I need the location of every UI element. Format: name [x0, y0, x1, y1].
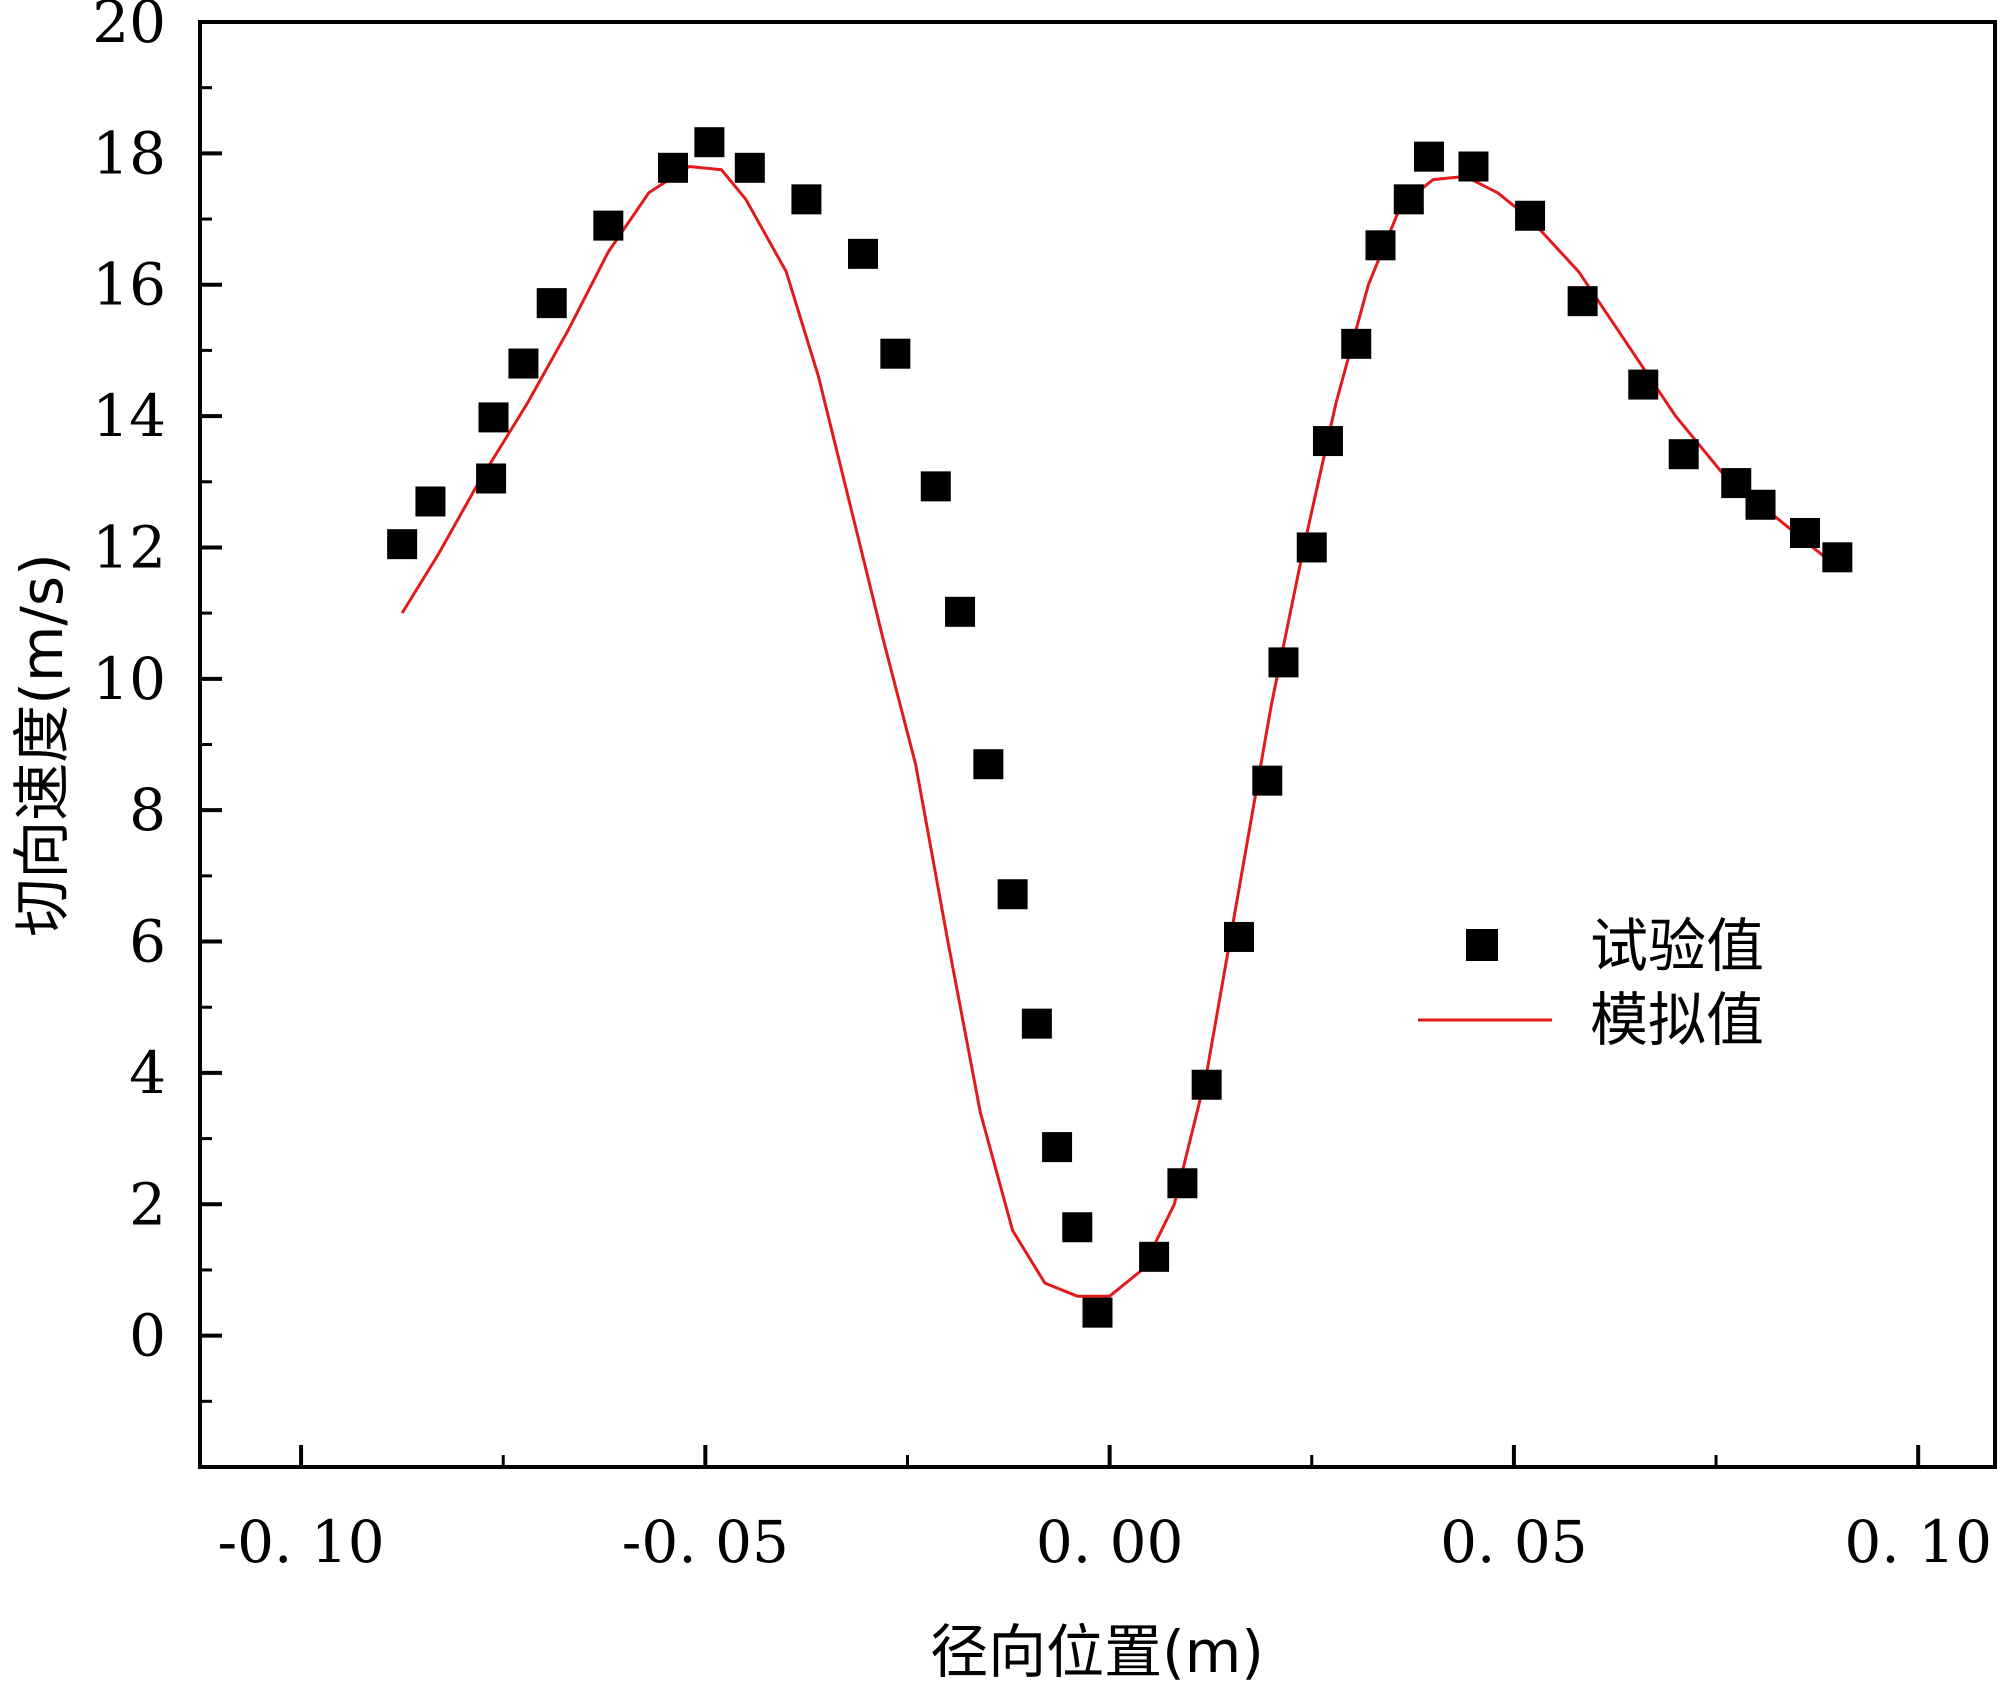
y-tick-label: 20 — [92, 0, 166, 56]
y-tick-label: 2 — [129, 1170, 166, 1238]
legend-label-simulated: 模拟值 — [1590, 986, 1764, 1054]
experimental-point — [1139, 1241, 1170, 1272]
y-tick-label: 12 — [92, 513, 166, 581]
experimental-point — [945, 596, 976, 627]
experimental-point — [387, 529, 418, 560]
x-tick-label: -0. 05 — [622, 1508, 789, 1576]
experimental-point — [1021, 1008, 1052, 1039]
experimental-point — [536, 288, 567, 319]
y-tick-label: 16 — [92, 251, 166, 319]
x-axis-title: 径向位置(m) — [930, 1618, 1264, 1686]
experimental-point — [1341, 328, 1372, 359]
experimental-point — [1567, 286, 1598, 317]
experimental-point — [1822, 542, 1853, 573]
x-tick-label: 0. 05 — [1440, 1508, 1588, 1576]
experimental-series — [387, 127, 1853, 1328]
experimental-point — [1458, 151, 1489, 182]
experimental-point — [1668, 439, 1699, 470]
experimental-point — [1223, 921, 1254, 952]
experimental-point — [880, 338, 911, 369]
experimental-point — [1296, 532, 1327, 563]
y-tick-label: 14 — [92, 382, 166, 450]
experimental-point — [508, 348, 539, 379]
experimental-point — [734, 152, 765, 183]
experimental-point — [1515, 200, 1546, 231]
experimental-point — [791, 184, 822, 215]
experimental-point — [478, 402, 509, 433]
experimental-point — [658, 152, 689, 183]
experimental-point — [1191, 1069, 1222, 1100]
x-axis-ticks: -0. 10 -0. 05 0. 00 0. 05 0. 10 — [217, 1445, 1992, 1576]
experimental-point — [1062, 1212, 1093, 1243]
experimental-point — [1312, 426, 1343, 457]
simulated-series — [400, 165, 1839, 1298]
y-tick-label: 4 — [129, 1039, 166, 1107]
legend-label-experimental: 试验值 — [1590, 912, 1764, 980]
x-tick-label: 0. 00 — [1036, 1508, 1184, 1576]
y-axis-ticks: 0 2 4 6 8 10 12 14 16 18 20 — [92, 0, 222, 1403]
y-axis-title: 切向速度(m/s) — [8, 553, 76, 937]
experimental-point — [1082, 1297, 1113, 1328]
experimental-point — [1268, 647, 1299, 678]
experimental-point — [848, 238, 879, 269]
experimental-point — [1365, 230, 1396, 261]
x-tick-label: 0. 10 — [1844, 1508, 1992, 1576]
experimental-point — [694, 127, 725, 158]
y-tick-label: 8 — [129, 776, 166, 844]
legend-marker-experimental — [1466, 929, 1498, 961]
experimental-point — [1042, 1132, 1073, 1163]
experimental-point — [1414, 141, 1445, 172]
experimental-point — [593, 210, 624, 241]
plot-frame — [198, 20, 1997, 1469]
experimental-point — [1628, 369, 1659, 400]
experimental-point — [973, 749, 1004, 780]
simulated-line — [400, 165, 1839, 1298]
experimental-point — [1745, 489, 1776, 520]
legend: 试验值 模拟值 — [1418, 912, 1764, 1054]
y-tick-label: 18 — [92, 119, 166, 187]
experimental-point — [1789, 518, 1820, 549]
x-tick-label: -0. 10 — [217, 1508, 384, 1576]
experimental-point — [1252, 765, 1283, 796]
experimental-point — [476, 463, 507, 494]
experimental-point — [1393, 184, 1424, 215]
y-tick-label: 0 — [129, 1302, 166, 1370]
experimental-point — [920, 471, 951, 502]
experimental-point — [997, 879, 1028, 910]
experimental-point — [415, 486, 446, 517]
experimental-point — [1167, 1168, 1198, 1199]
y-tick-label: 10 — [92, 645, 166, 713]
y-tick-label: 6 — [129, 908, 166, 976]
